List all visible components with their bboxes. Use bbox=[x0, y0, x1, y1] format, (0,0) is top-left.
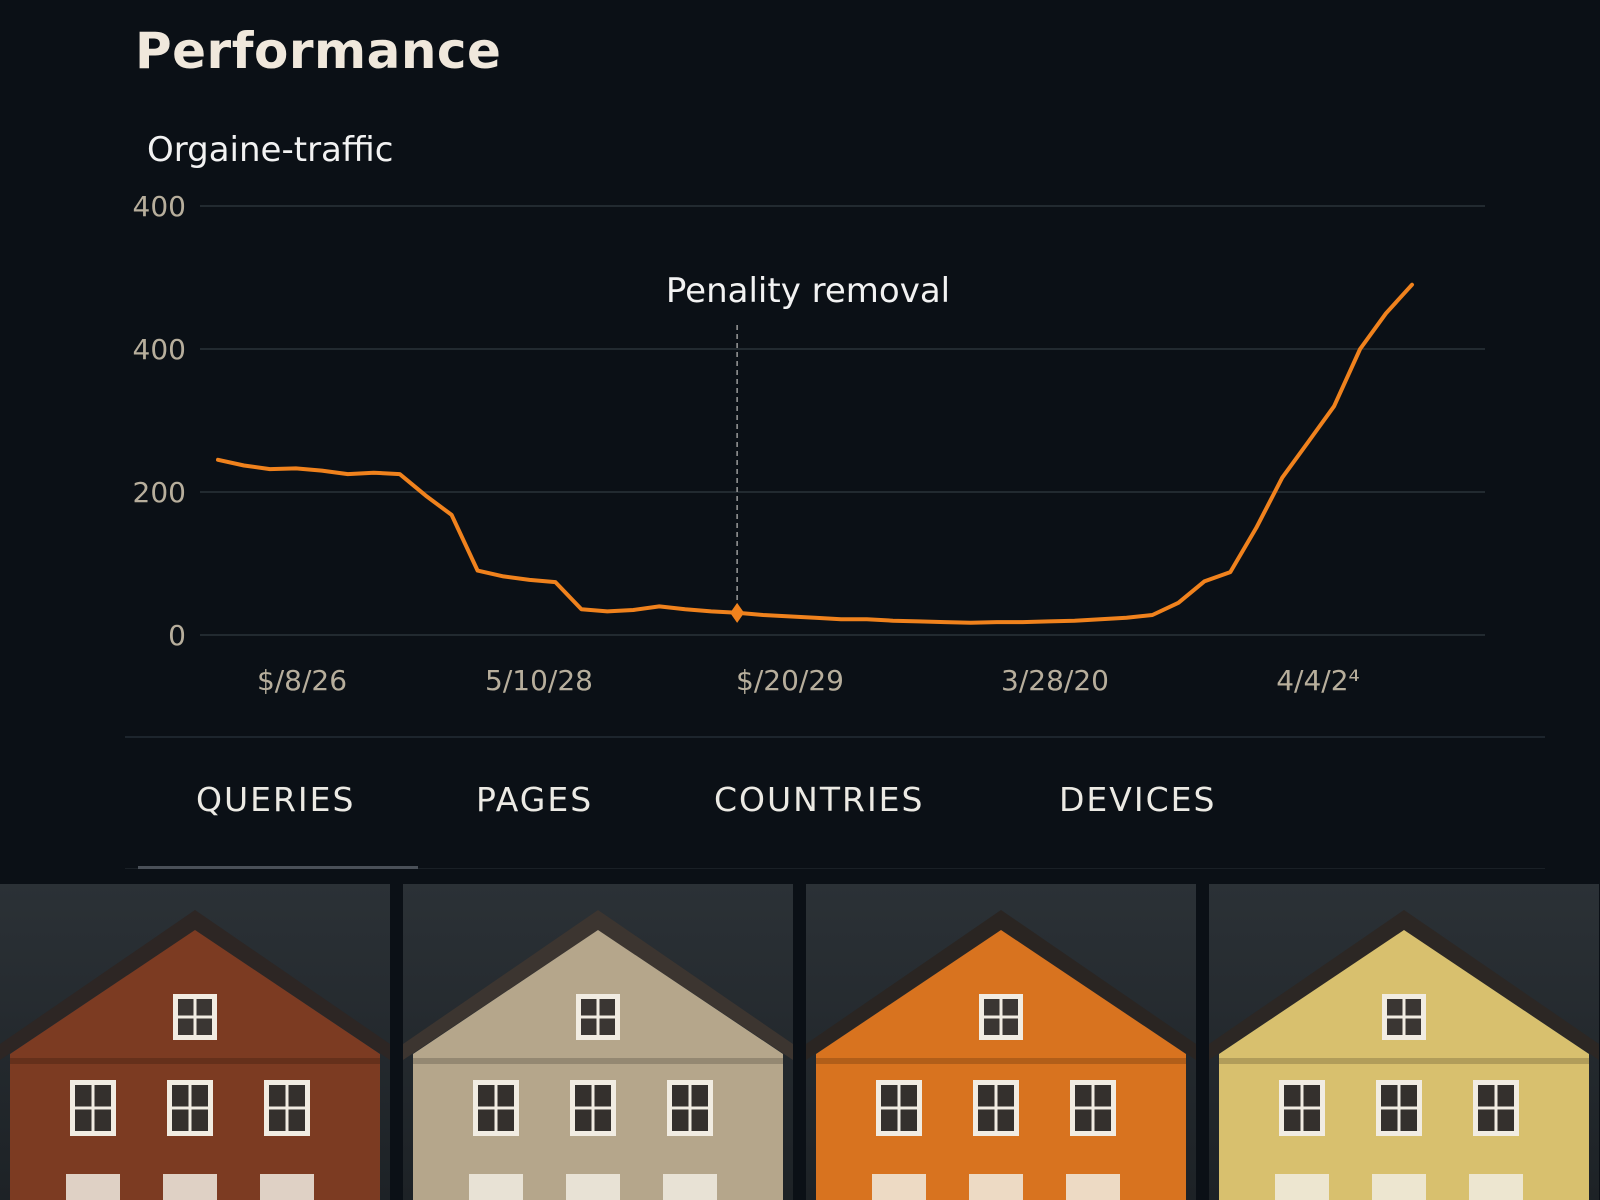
traffic-series-line bbox=[216, 282, 1414, 625]
house-cornice bbox=[10, 1058, 380, 1064]
y-tick-label: 400 bbox=[133, 333, 186, 366]
dimension-tabs: QUERIES PAGES COUNTRIES DEVICES bbox=[0, 780, 1600, 860]
house-image-4[interactable] bbox=[1209, 884, 1599, 1200]
house-illustration bbox=[806, 910, 1196, 1200]
y-tick-label: 400 bbox=[133, 190, 186, 223]
window-lintel bbox=[1275, 1174, 1329, 1200]
annotation-label: Penality removal bbox=[666, 271, 950, 311]
window-lintel bbox=[872, 1174, 926, 1200]
tab-baseline bbox=[125, 868, 1545, 869]
window-lintel bbox=[1066, 1174, 1120, 1200]
x-tick-label: 3/28/20 bbox=[1001, 664, 1109, 697]
traffic-line-chart: 400 400 200 0 $/8/26 5/10/28 $/20/29 3/28/20 4/4… bbox=[133, 190, 1485, 697]
house-cornice bbox=[816, 1058, 1186, 1064]
house-facade bbox=[413, 930, 783, 1200]
window-lintel bbox=[969, 1174, 1023, 1200]
house-illustration bbox=[1209, 910, 1599, 1200]
x-tick-label: 4/4/2⁴ bbox=[1276, 664, 1360, 697]
window-lintel bbox=[566, 1174, 620, 1200]
house-facade bbox=[816, 930, 1186, 1200]
x-tick-label: $/20/29 bbox=[736, 664, 844, 697]
window-lintel bbox=[663, 1174, 717, 1200]
window-lintel bbox=[469, 1174, 523, 1200]
tab-countries[interactable]: COUNTRIES bbox=[714, 780, 925, 819]
y-tick-label: 200 bbox=[133, 476, 186, 509]
window-lintel bbox=[1469, 1174, 1523, 1200]
house-image-1[interactable] bbox=[0, 884, 390, 1200]
window-lintel bbox=[66, 1174, 120, 1200]
page-title: Performance bbox=[135, 22, 502, 80]
chart-title: Orgaine-traffic bbox=[147, 130, 394, 170]
house-facade bbox=[10, 930, 380, 1200]
house-cornice bbox=[413, 1058, 783, 1064]
chart-divider bbox=[125, 736, 1545, 738]
house-image-2[interactable] bbox=[403, 884, 793, 1200]
tab-pages[interactable]: PAGES bbox=[476, 780, 594, 819]
window-lintel bbox=[260, 1174, 314, 1200]
house-facade bbox=[1219, 930, 1589, 1200]
y-tick-label: 0 bbox=[168, 619, 186, 652]
house-image-strip bbox=[0, 884, 1600, 1200]
active-tab-indicator bbox=[138, 866, 418, 869]
x-tick-label: $/8/26 bbox=[257, 664, 347, 697]
tab-queries[interactable]: QUERIES bbox=[196, 780, 356, 819]
house-image-3[interactable] bbox=[806, 884, 1196, 1200]
annotation-point bbox=[730, 602, 745, 623]
x-tick-label: 5/10/28 bbox=[485, 664, 593, 697]
house-illustration bbox=[403, 910, 793, 1200]
house-cornice bbox=[1219, 1058, 1589, 1064]
window-lintel bbox=[1372, 1174, 1426, 1200]
window-lintel bbox=[163, 1174, 217, 1200]
house-illustration bbox=[0, 910, 390, 1200]
tab-devices[interactable]: DEVICES bbox=[1059, 780, 1217, 819]
